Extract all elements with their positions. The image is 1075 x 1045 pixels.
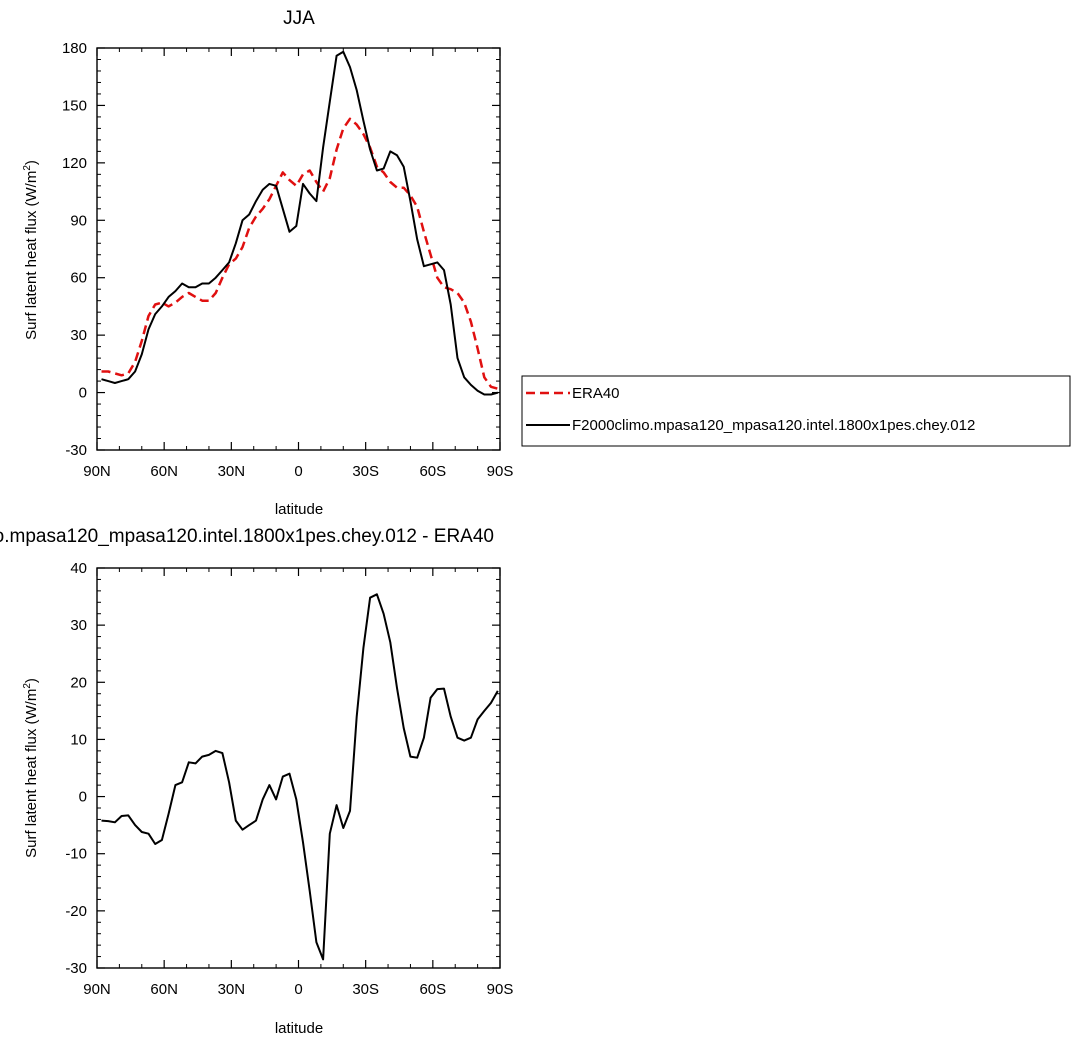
bottom-y-tick-label: -30	[65, 960, 87, 977]
bottom-x-axis-label: latitude	[275, 1020, 323, 1037]
top-y-tick-label: 60	[70, 270, 87, 287]
top-series-line-f2000climo-mpasa120-mpas	[101, 50, 499, 396]
top-chart-title: JJA	[283, 8, 315, 29]
legend-era40-label: ERA40	[572, 385, 620, 402]
top-x-tick-label: 30S	[352, 463, 379, 480]
top-y-tick-label: 90	[70, 212, 87, 229]
legend-model-label: F2000climo.mpasa120_mpasa120.intel.1800x…	[572, 417, 975, 434]
top-frame	[96, 47, 501, 451]
top-y-tick-label: 150	[62, 97, 87, 114]
bottom-y-tick-label: -10	[65, 846, 87, 863]
bottom-y-axis-label-sup: 2	[22, 683, 33, 689]
top-x-tick-label: 90S	[487, 463, 514, 480]
top-x-tick-label: 30N	[218, 463, 246, 480]
top-y-axis-label: Surf latent heat flux (W/m2)	[22, 160, 40, 340]
top-x-axis-label: latitude	[275, 501, 323, 518]
bottom-frame	[96, 567, 501, 969]
bottom-x-tick-label: 30S	[352, 981, 379, 998]
top-x-tick-label: 0	[294, 463, 302, 480]
top-y-axis-label-close: )	[23, 160, 40, 165]
bottom-y-axis-label-close: )	[23, 678, 40, 683]
bottom-x-tick-label: 0	[294, 981, 302, 998]
bottom-y-tick-label: 40	[70, 560, 87, 577]
bottom-x-tick-label: 30N	[218, 981, 246, 998]
bottom-y-tick-label: -20	[65, 903, 87, 920]
bottom-chart: F2000climo.mpasa120_mpasa120.intel.1800x…	[0, 526, 513, 1037]
top-chart: JJA 90N 60N 30N 0 30S 60S 90S -30 0 30 60 90 120 150 1…	[22, 8, 513, 518]
top-y-axis-label-sup: 2	[22, 165, 33, 171]
bottom-x-tick-label: 90S	[487, 981, 514, 998]
bottom-x-tick-label: 90N	[83, 981, 111, 998]
bottom-y-axis-label-main: Surf latent heat flux (W/m	[23, 689, 40, 858]
bottom-y-tick-label: 10	[70, 731, 87, 748]
top-y-tick-label: 120	[62, 155, 87, 172]
bottom-plot-area: 90N 60N 30N 0 30S 60S 90S -30 -20 -10 0 10 20 30 40	[65, 560, 513, 998]
bottom-chart-title: F2000climo.mpasa120_mpasa120.intel.1800x…	[0, 526, 494, 547]
top-x-tick-label: 90N	[83, 463, 111, 480]
bottom-y-axis-label: Surf latent heat flux (W/m2)	[22, 678, 40, 858]
bottom-series-line-difference	[101, 593, 499, 961]
top-y-tick-label: 0	[79, 385, 87, 402]
top-x-tick-label: 60N	[150, 463, 178, 480]
top-y-tick-label: -30	[65, 442, 87, 459]
top-y-axis-label-main: Surf latent heat flux (W/m	[23, 171, 40, 340]
bottom-y-tick-label: 20	[70, 674, 87, 691]
legend-box	[521, 375, 1071, 447]
top-x-tick-label: 60S	[419, 463, 446, 480]
bottom-x-tick-label: 60S	[419, 981, 446, 998]
bottom-y-tick-label: 30	[70, 617, 87, 634]
top-y-tick-label: 30	[70, 327, 87, 344]
bottom-x-tick-label: 60N	[150, 981, 178, 998]
legend: ERA40 F2000climo.mpasa120_mpasa120.intel…	[521, 375, 1071, 447]
top-plot-area: 90N 60N 30N 0 30S 60S 90S -30 0 30 60 90 120 150 180	[62, 40, 513, 480]
top-series-line-era40	[101, 117, 499, 390]
bottom-y-tick-label: 0	[79, 789, 87, 806]
top-y-tick-label: 180	[62, 40, 87, 57]
